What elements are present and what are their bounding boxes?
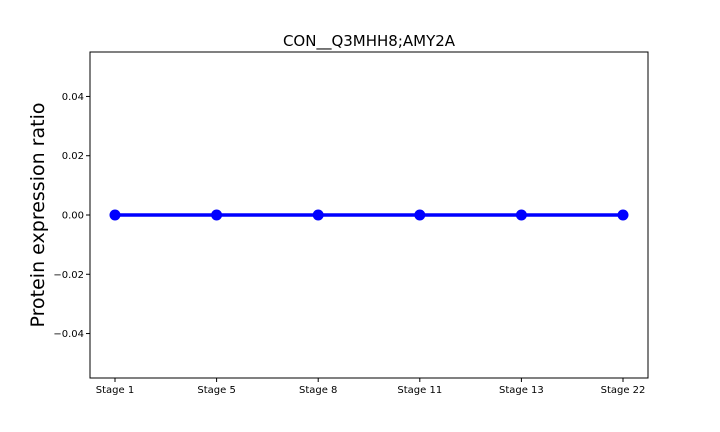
data-series xyxy=(109,209,629,221)
y-axis-label: Protein expression ratio xyxy=(27,103,49,328)
plot-area-frame xyxy=(89,51,649,379)
x-tick-label: Stage 22 xyxy=(601,385,646,396)
data-point xyxy=(211,209,223,221)
data-point xyxy=(312,209,324,221)
x-tick-label: Stage 1 xyxy=(96,385,134,396)
y-tick-label: −0.02 xyxy=(53,270,84,281)
x-tick-label: Stage 5 xyxy=(197,385,235,396)
y-tick-label: 0.04 xyxy=(62,92,84,103)
data-point xyxy=(414,209,426,221)
data-point xyxy=(617,209,629,221)
x-tick-label: Stage 11 xyxy=(397,385,442,396)
data-point xyxy=(515,209,527,221)
y-ticks: 0.04 0.02 0.00 −0.02 −0.04 xyxy=(53,92,90,340)
x-tick-label: Stage 13 xyxy=(499,385,544,396)
y-tick-label: 0.02 xyxy=(62,151,84,162)
y-tick-label: −0.04 xyxy=(53,329,84,340)
data-point xyxy=(109,209,121,221)
chart-title: CON__Q3MHH8;AMY2A xyxy=(283,32,456,51)
x-tick-label: Stage 8 xyxy=(299,385,337,396)
x-ticks: Stage 1 Stage 5 Stage 8 Stage 11 Stage 13 Sta… xyxy=(96,378,646,396)
y-tick-label: 0.00 xyxy=(62,211,84,222)
